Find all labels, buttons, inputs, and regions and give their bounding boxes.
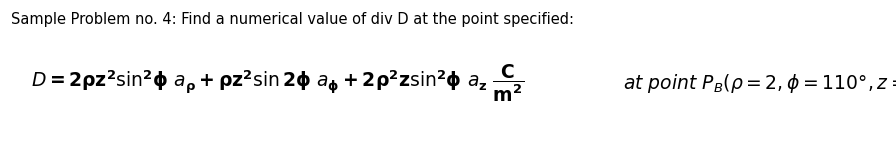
Text: $\bf{\mathit{D}} = 2\rho z^2 \sin^2\!\phi\ \bf{\mathit{a}}_\rho + \rho z^2 \sin : $\bf{\mathit{D}} = 2\rho z^2 \sin^2\!\ph… — [31, 63, 525, 104]
Text: Sample Problem no. 4: Find a numerical value of div D at the point specified:: Sample Problem no. 4: Find a numerical v… — [11, 12, 573, 26]
Text: $\mathit{at\ point}\ P_B(\rho = 2,\phi = 110°,z =\ {-1})$: $\mathit{at\ point}\ P_B(\rho = 2,\phi =… — [623, 72, 896, 95]
